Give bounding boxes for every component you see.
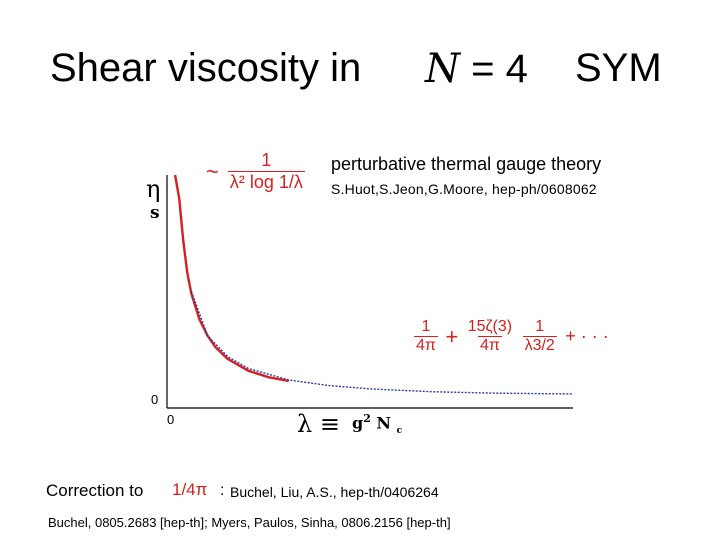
title-math-n4: N = 4 — [425, 46, 528, 92]
series-perturbative — [173, 174, 290, 383]
x-axis-g: g — [352, 413, 364, 433]
x-axis-lambda-def: λ ≡ — [297, 410, 340, 438]
strong-term2-den: 4π — [477, 336, 502, 354]
strong-term1-den: 4π — [414, 336, 438, 354]
formula-denominator: λ² log 1/λ — [227, 171, 305, 192]
title-math-n: N — [425, 46, 460, 92]
y-axis-label-s: s — [150, 203, 160, 223]
footer-citation: Buchel, 0805.2683 [hep-th]; Myers, Paulo… — [48, 515, 451, 530]
formula-strong-coupling: 1 4π + 15ζ(3) 4π 1 λ3/2 + · · · — [414, 318, 609, 355]
perturbative-label: perturbative thermal gauge theory — [331, 154, 602, 174]
formula-tilde: ~ — [206, 158, 219, 184]
title-math-eq: = 4 — [460, 47, 528, 91]
strong-term1: 1 4π — [414, 318, 438, 355]
formula-fraction: 1 λ² log 1/λ — [227, 150, 305, 193]
strong-term3: 1 λ3/2 — [522, 318, 557, 355]
strong-plus: + — [445, 323, 459, 349]
series-layer — [173, 174, 574, 395]
correction-colon: : — [220, 482, 225, 499]
strong-term2-num: 15ζ(3) — [467, 318, 513, 335]
strong-tail: + · · · — [565, 326, 609, 346]
correction-label: Correction to — [46, 481, 144, 500]
strong-term1-num: 1 — [421, 318, 431, 335]
x-axis-sup: 2 — [363, 412, 371, 425]
formula-numerator: 1 — [261, 150, 272, 170]
y-axis-label-eta: η — [146, 175, 161, 203]
formula-perturbative: ~ 1 λ² log 1/λ — [206, 150, 305, 193]
series-strong-coupling — [190, 291, 574, 395]
x-axis-n: N — [376, 413, 392, 433]
x-axis-g2nc: g2 N c — [352, 412, 402, 436]
correction-math: 1/4π — [172, 480, 208, 499]
perturbative-citation: S.Huot,S.Jeon,G.Moore, hep-ph/0608062 — [331, 181, 597, 197]
strong-term3-den: λ3/2 — [522, 336, 557, 354]
y-tick-zero: 0 — [151, 392, 159, 407]
correction-citation: Buchel, Liu, A.S., hep-th/0406264 — [230, 484, 439, 500]
title-sym: SYM — [575, 46, 662, 90]
strong-term3-num: 1 — [535, 318, 545, 335]
strong-term2: 15ζ(3) 4π — [466, 318, 514, 355]
x-axis-sub: c — [396, 426, 403, 437]
slide-title: Shear viscosity in — [50, 46, 362, 90]
x-tick-zero: 0 — [167, 412, 175, 427]
